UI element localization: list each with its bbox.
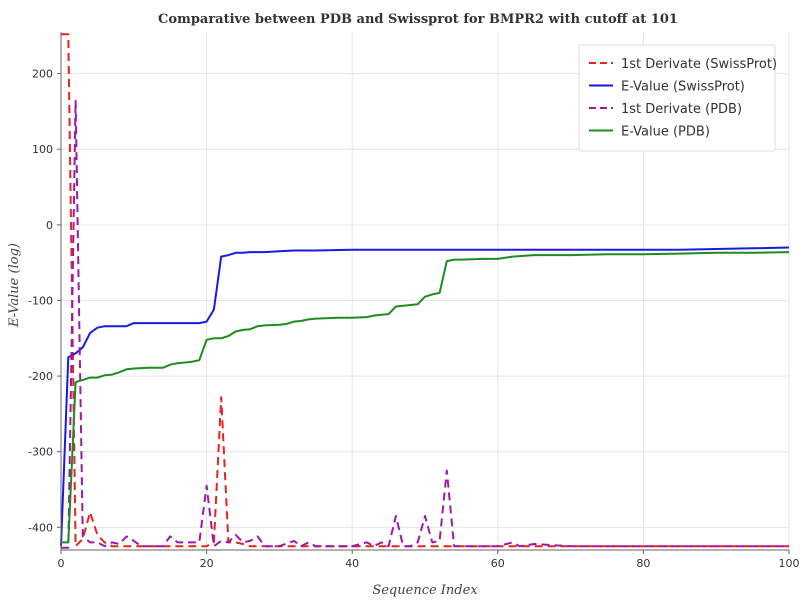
y-tick-label: 200 — [32, 68, 53, 81]
chart-title: Comparative between PDB and Swissprot fo… — [158, 12, 678, 27]
x-tick-label: 60 — [491, 557, 505, 570]
legend-label-3: 1st Derivate (PDB) — [621, 102, 742, 117]
y-tick-label: 0 — [46, 219, 53, 232]
y-tick-label: -100 — [28, 294, 53, 307]
x-tick-label: 20 — [200, 557, 214, 570]
y-tick-label: -400 — [28, 521, 53, 534]
series-line-1 — [61, 33, 789, 548]
axes: 0 20 40 60 80 100 -400 -300 -200 -100 0 100 200 — [28, 32, 800, 570]
series-line-2 — [60, 246, 790, 547]
legend-label-1: 1st Derivate (SwissProt) — [621, 57, 777, 72]
legend-label-2: E-Value (SwissProt) — [621, 80, 745, 95]
series-line-3 — [61, 99, 789, 549]
y-tick-label: -200 — [28, 370, 53, 383]
x-tick-label: 40 — [345, 557, 359, 570]
y-tick-label: -300 — [28, 446, 53, 459]
x-tick-label: 100 — [779, 557, 800, 570]
legend-label-4: E-Value (PDB) — [621, 125, 710, 140]
y-tick-label: 100 — [32, 143, 53, 156]
x-axis-label: Sequence Index — [372, 583, 478, 598]
series-lines — [60, 33, 790, 549]
x-tick-label: 0 — [58, 557, 65, 570]
legend: 1st Derivate (SwissProt) E-Value (SwissPr… — [578, 44, 777, 152]
x-tick-label: 80 — [636, 557, 650, 570]
series-line-4 — [61, 251, 790, 544]
y-axis-label: E-Value (log) — [7, 243, 22, 328]
legend-box — [578, 44, 776, 152]
